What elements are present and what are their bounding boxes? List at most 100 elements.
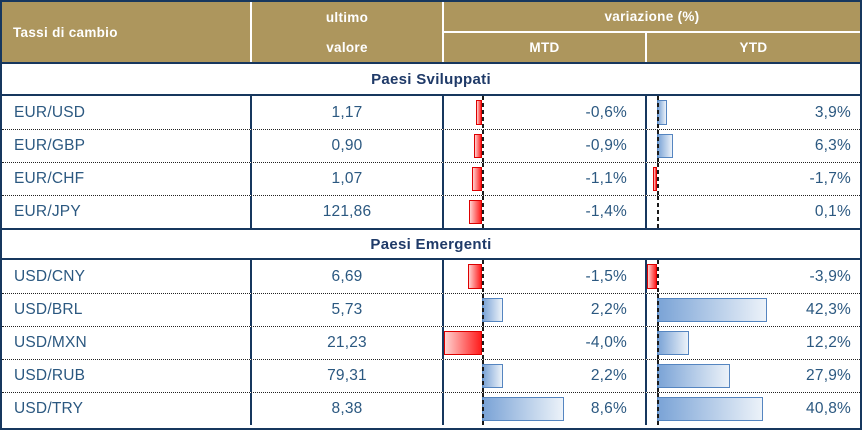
mtd-zero-axis	[482, 163, 485, 195]
mtd-zero-axis	[482, 96, 485, 129]
mtd-value: -0,6%	[585, 103, 627, 121]
currency-pair-label: USD/RUB	[14, 367, 86, 384]
ytd-cell: 0,1%	[647, 196, 860, 228]
last-value-cell: 6,69	[252, 260, 444, 293]
mtd-bar	[444, 331, 483, 355]
ytd-value: 3,9%	[814, 103, 851, 121]
table-title: Tassi di cambio	[13, 24, 118, 40]
last-value-cell: 1,07	[252, 163, 444, 195]
mtd-zero-axis	[482, 260, 485, 293]
ytd-value: -1,7%	[809, 170, 851, 187]
header-cell-variation: variazione (%) MTD YTD	[444, 2, 860, 62]
table-row: USD/MXN 21,23 -4,0% 12,2%	[2, 326, 860, 359]
ytd-cell: 42,3%	[647, 294, 860, 326]
currency-pair-label: EUR/USD	[14, 103, 86, 121]
currency-pair-cell: EUR/GBP	[2, 130, 252, 162]
mtd-value: 2,2%	[590, 367, 627, 384]
currency-pair-cell: EUR/JPY	[2, 196, 252, 228]
ytd-zero-axis	[657, 360, 660, 392]
table-row: USD/BRL 5,73 2,2% 42,3%	[2, 293, 860, 326]
mtd-zero-axis	[482, 327, 485, 359]
table-section: Paesi Emergenti USD/CNY 6,69 -1,5% -3,9%	[2, 228, 860, 425]
ytd-cell: -3,9%	[647, 260, 860, 293]
table-row: EUR/CHF 1,07 -1,1% -1,7%	[2, 162, 860, 195]
header-last-value-line1: ultimo	[325, 9, 369, 25]
mtd-cell: 2,2%	[444, 360, 647, 392]
mtd-bar	[482, 298, 504, 322]
currency-pair-label: EUR/CHF	[14, 170, 85, 187]
header-variation-subrow: MTD YTD	[444, 33, 860, 62]
ytd-zero-axis	[657, 96, 660, 129]
table-row: USD/CNY 6,69 -1,5% -3,9%	[2, 260, 860, 293]
table-header: Tassi di cambio ultimo valore variazione…	[2, 2, 860, 64]
ytd-bar	[657, 134, 674, 158]
ytd-value: 6,3%	[814, 137, 851, 154]
last-value: 0,90	[331, 137, 363, 154]
section-header-row: Paesi Sviluppati	[2, 64, 860, 96]
ytd-cell: 40,8%	[647, 393, 860, 425]
mtd-cell: 8,6%	[444, 393, 647, 425]
mtd-cell: 2,2%	[444, 294, 647, 326]
table-row: USD/TRY 8,38 8,6% 40,8%	[2, 392, 860, 425]
mtd-cell: -0,9%	[444, 130, 647, 162]
ytd-value: -3,9%	[809, 267, 851, 285]
header-cell-last-value: ultimo valore	[252, 2, 444, 62]
mtd-zero-axis	[482, 196, 485, 228]
ytd-cell: -1,7%	[647, 163, 860, 195]
ytd-bar	[652, 167, 658, 191]
last-value-cell: 8,38	[252, 393, 444, 425]
header-cell-title: Tassi di cambio	[2, 2, 252, 62]
section-title: Paesi Emergenti	[370, 235, 492, 253]
table-row: EUR/USD 1,17 -0,6% 3,9%	[2, 96, 860, 129]
table-row: EUR/JPY 121,86 -1,4% 0,1%	[2, 195, 860, 228]
ytd-cell: 12,2%	[647, 327, 860, 359]
mtd-cell: -1,4%	[444, 196, 647, 228]
last-value: 1,07	[331, 170, 363, 187]
header-last-value-line2: valore	[326, 39, 368, 55]
mtd-bar	[482, 397, 564, 421]
mtd-zero-axis	[482, 294, 485, 326]
table-body: Paesi Sviluppati EUR/USD 1,17 -0,6% 3,9%	[2, 64, 860, 428]
currency-pair-label: USD/MXN	[14, 334, 87, 351]
mtd-bar	[482, 364, 504, 388]
last-value-cell: 0,90	[252, 130, 444, 162]
ytd-zero-axis	[657, 130, 660, 162]
header-ytd-label: YTD	[739, 40, 768, 55]
mtd-value: -0,9%	[585, 137, 627, 154]
currency-pair-cell: USD/CNY	[2, 260, 252, 293]
ytd-zero-axis	[657, 260, 660, 293]
ytd-bar	[647, 264, 658, 289]
ytd-cell: 3,9%	[647, 96, 860, 129]
ytd-bar	[657, 397, 764, 421]
table-row: USD/RUB 79,31 2,2% 27,9%	[2, 359, 860, 392]
currency-pair-cell: USD/RUB	[2, 360, 252, 392]
currency-pair-cell: EUR/CHF	[2, 163, 252, 195]
mtd-zero-axis	[482, 393, 485, 425]
ytd-value: 42,3%	[806, 301, 851, 318]
mtd-zero-axis	[482, 360, 485, 392]
section-rows: EUR/USD 1,17 -0,6% 3,9% EUR/GBP 0,90	[2, 96, 860, 228]
ytd-zero-axis	[657, 327, 660, 359]
mtd-value: 2,2%	[590, 301, 627, 318]
mtd-value: -4,0%	[585, 334, 627, 351]
last-value: 1,17	[331, 103, 363, 121]
mtd-value: -1,1%	[585, 170, 627, 187]
mtd-value: -1,5%	[585, 267, 627, 285]
currency-pair-cell: USD/MXN	[2, 327, 252, 359]
currency-pair-label: USD/BRL	[14, 301, 83, 318]
table-section: Paesi Sviluppati EUR/USD 1,17 -0,6% 3,9%	[2, 64, 860, 228]
currency-pair-label: USD/TRY	[14, 400, 84, 417]
currency-pair-label: EUR/GBP	[14, 137, 86, 154]
currency-pair-cell: EUR/USD	[2, 96, 252, 129]
table-row: EUR/GBP 0,90 -0,9% 6,3%	[2, 129, 860, 162]
mtd-bar	[467, 264, 483, 289]
ytd-value: 40,8%	[806, 400, 851, 417]
mtd-bar	[476, 100, 483, 125]
ytd-zero-axis	[657, 294, 660, 326]
currency-pair-cell: USD/BRL	[2, 294, 252, 326]
mtd-value: -1,4%	[585, 203, 627, 220]
section-title: Paesi Sviluppati	[371, 70, 491, 88]
last-value: 21,23	[327, 334, 367, 351]
ytd-value: 27,9%	[806, 367, 851, 384]
